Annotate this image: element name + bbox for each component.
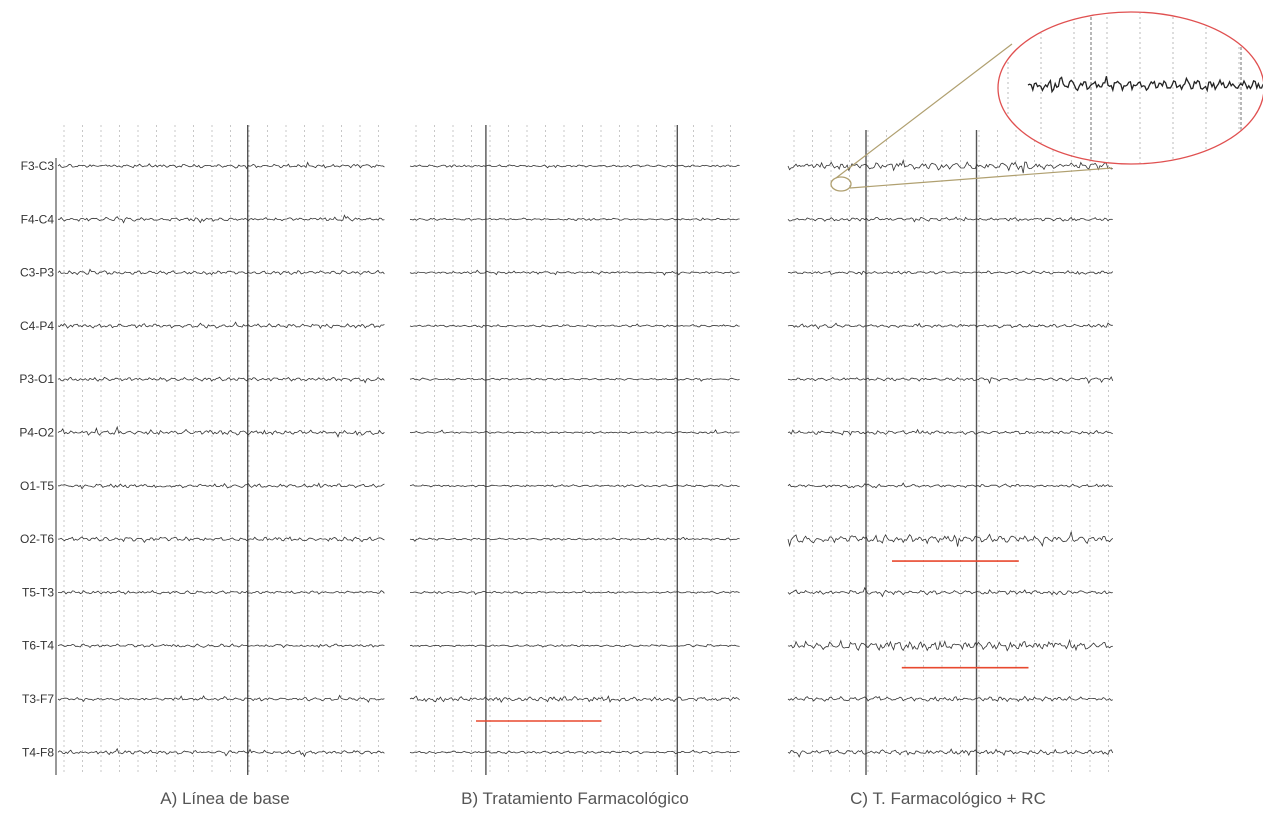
eeg-trace-p4-o2 [787, 428, 1113, 436]
eeg-trace-p4-o2 [57, 425, 385, 438]
eeg-trace-t6-t4 [57, 643, 385, 649]
magnifier-connector [849, 167, 1113, 189]
magnified-trace [1027, 76, 1263, 94]
channel-label: P4-O2 [19, 426, 54, 440]
channel-label: T3-F7 [22, 692, 54, 706]
eeg-trace-f3-c3 [409, 164, 740, 169]
eeg-trace-t6-t4 [409, 643, 740, 648]
eeg-trace-c4-p4 [409, 323, 740, 328]
eeg-trace-o2-t6 [57, 536, 385, 543]
channel-label: T5-T3 [22, 585, 54, 599]
eeg-trace-o1-t5 [787, 482, 1113, 489]
magnifier-circle [997, 11, 1263, 165]
eeg-trace-c3-p3 [409, 269, 740, 276]
eeg-trace-f4-c4 [409, 217, 740, 222]
magnified-view [999, 13, 1263, 163]
eeg-trace-o1-t5 [409, 484, 740, 488]
channel-label: F4-C4 [21, 212, 55, 226]
eeg-trace-t3-f7 [409, 695, 740, 703]
eeg-trace-f3-c3 [787, 159, 1113, 174]
panel-caption: C) T. Farmacológico + RC [850, 789, 1046, 808]
magnifier-source-circle [830, 176, 852, 192]
eeg-trace-o2-t6 [409, 536, 740, 542]
eeg-trace-f4-c4 [58, 214, 385, 224]
eeg-trace-c3-p3 [787, 270, 1114, 276]
eeg-trace-f3-c3 [57, 161, 385, 170]
eeg-trace-t6-t4 [787, 638, 1113, 652]
eeg-trace-p3-o1 [57, 376, 385, 384]
magnifier-connector [835, 43, 1013, 179]
channel-label: F3-C3 [21, 159, 55, 173]
panel-caption: B) Tratamiento Farmacológico [461, 789, 689, 808]
panel-caption: A) Línea de base [160, 789, 289, 808]
highlight-layer [476, 560, 1029, 722]
eeg-trace-p4-o2 [409, 429, 740, 435]
eeg-trace-t3-f7 [787, 695, 1113, 703]
eeg-trace-c3-p3 [57, 268, 385, 276]
eeg-trace-p3-o1 [409, 377, 740, 382]
trace-layer [57, 159, 1114, 758]
channel-label: O1-T5 [20, 479, 54, 493]
eeg-trace-o2-t6 [787, 531, 1114, 548]
channel-label: T6-T4 [22, 639, 54, 653]
channel-label: T4-F8 [22, 745, 54, 759]
channel-label: C3-P3 [20, 266, 54, 280]
channel-label: O2-T6 [20, 532, 54, 546]
eeg-trace-t4-f8 [409, 749, 740, 755]
channel-labels: F3-C3 F4-C4 C3-P3 C4-P4 P3-O1 P4-O2 O1-T5 O2-T6… [19, 159, 54, 759]
grid-layer [55, 125, 1109, 775]
eeg-trace-t4-f8 [787, 748, 1114, 758]
panel-captions: A) Línea de base B) Tratamiento Farmacoló… [160, 789, 1046, 808]
eeg-trace-c4-p4 [57, 321, 385, 330]
eeg-trace-t5-t3 [787, 586, 1113, 598]
eeg-trace-t3-f7 [57, 694, 385, 703]
eeg-trace-f4-c4 [787, 216, 1113, 223]
eeg-trace-o1-t5 [57, 482, 385, 490]
channel-label: C4-P4 [20, 319, 54, 333]
eeg-trace-p3-o1 [787, 376, 1114, 385]
eeg-trace-t5-t3 [57, 590, 385, 595]
channel-label: P3-O1 [19, 372, 54, 386]
magnifier-inset [830, 11, 1263, 192]
eeg-trace-c4-p4 [787, 322, 1113, 330]
eeg-trace-t4-f8 [57, 747, 385, 758]
eeg-trace-t5-t3 [410, 590, 740, 596]
